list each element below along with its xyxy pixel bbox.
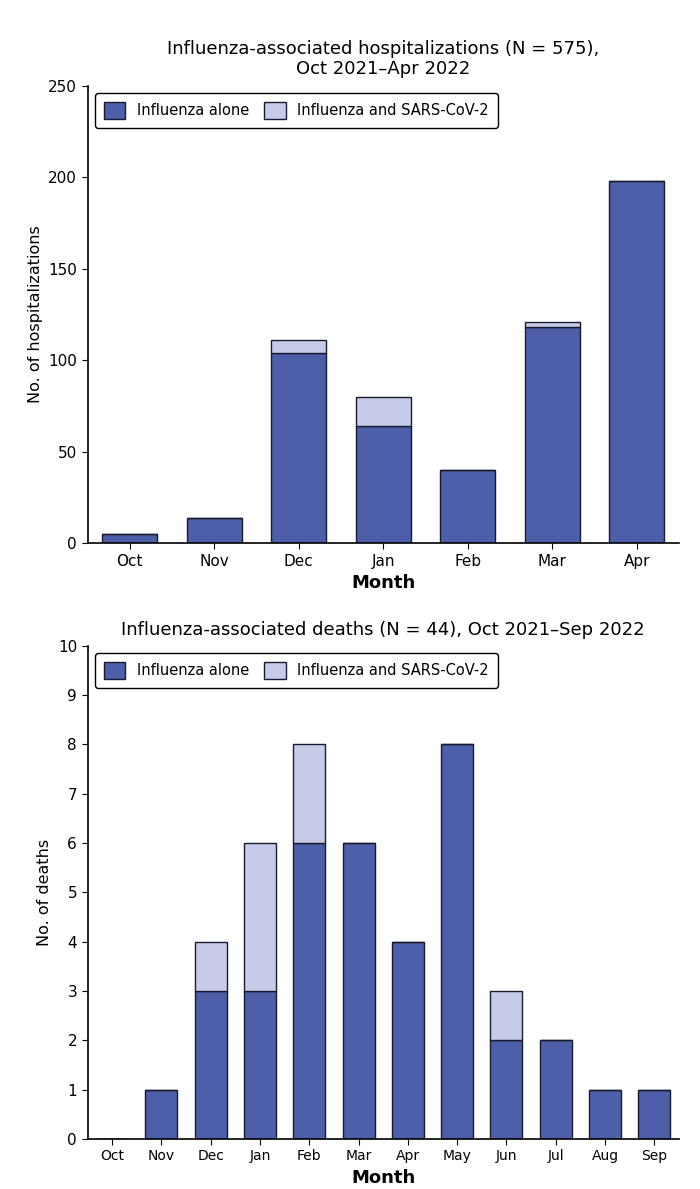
Bar [195,942,227,992]
Legend: Influenza alone, Influenza and SARS-CoV-2: Influenza alone, Influenza and SARS-CoV-… [94,93,498,128]
Bar [195,992,227,1139]
Bar [491,992,522,1040]
Bar [638,1089,671,1139]
Bar [244,992,276,1139]
Bar [342,843,375,1139]
X-axis label: Month: Month [351,1169,415,1187]
Title: Influenza-associated deaths (N = 44), Oct 2021–Sep 2022: Influenza-associated deaths (N = 44), Oc… [121,621,645,638]
Bar [589,1089,621,1139]
Bar [540,1040,572,1139]
Bar [146,1089,178,1139]
Bar [187,517,241,543]
Bar [441,744,473,1139]
Bar [272,340,326,353]
Bar [440,470,495,543]
Bar [356,397,411,426]
Bar [609,181,664,543]
Bar [356,426,411,543]
Bar [244,843,276,992]
Y-axis label: No. of hospitalizations: No. of hospitalizations [28,226,43,403]
Bar [392,942,424,1139]
Text: Medscape: Medscape [14,1163,100,1177]
Bar [272,353,326,543]
Text: Source: MMWR © 2022 Centers for Disease Control and Prevention (CDC): Source: MMWR © 2022 Centers for Disease … [251,1164,686,1176]
Bar [525,327,580,543]
Bar [293,843,326,1139]
Bar [293,744,326,843]
Bar [525,322,580,327]
Bar [491,1040,522,1139]
Legend: Influenza alone, Influenza and SARS-CoV-2: Influenza alone, Influenza and SARS-CoV-… [94,653,498,688]
Y-axis label: No. of deaths: No. of deaths [37,838,52,946]
X-axis label: Month: Month [351,574,415,592]
Title: Influenza-associated hospitalizations (N = 575),
Oct 2021–Apr 2022: Influenza-associated hospitalizations (N… [167,39,599,78]
Bar [102,534,158,543]
